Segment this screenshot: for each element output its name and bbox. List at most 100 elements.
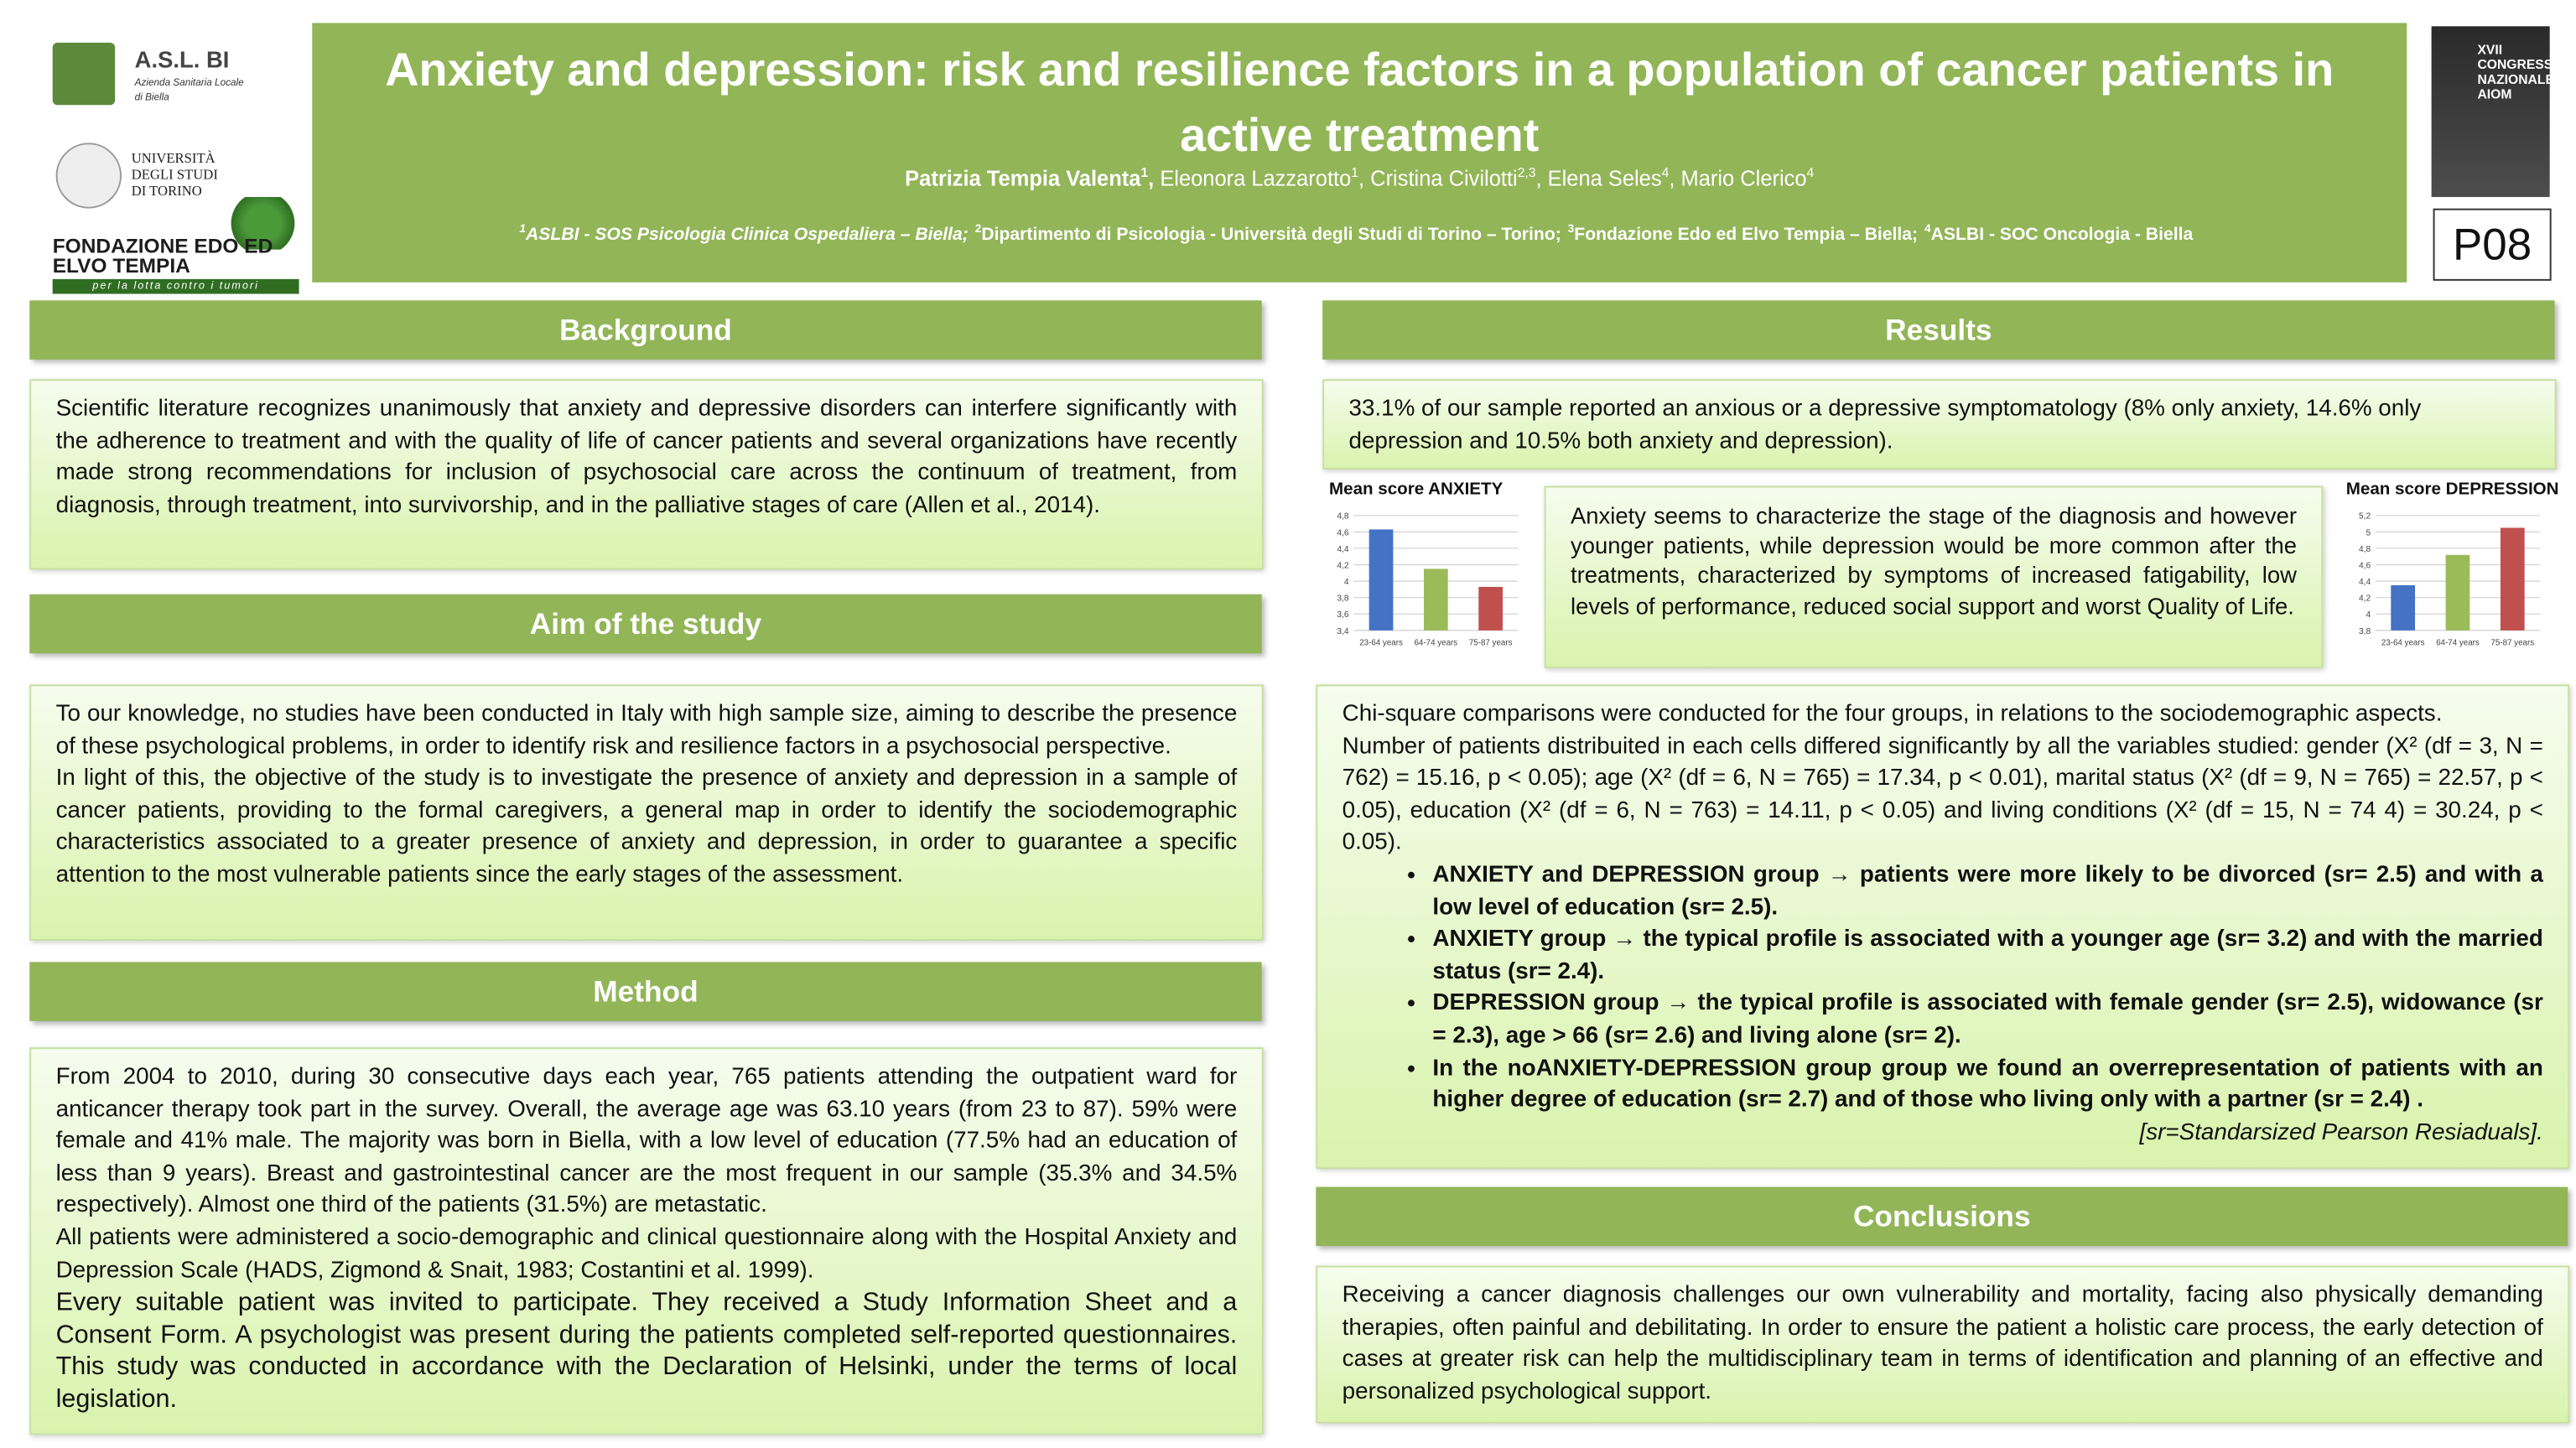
y-tick-label: 4,8 — [2359, 545, 2371, 554]
asl-name: A.S.L. BI — [134, 45, 230, 73]
y-tick-label: 4,6 — [1337, 528, 1348, 537]
bullet: In the noANXIETY-DEPRESSION group group … — [1432, 1053, 2542, 1118]
paragraph: Scientific literature recognizes unanimo… — [55, 395, 1238, 519]
y-tick-label: 3,6 — [1337, 610, 1348, 620]
asl-sub: di Biella — [134, 93, 169, 104]
author-name: Elena Seles — [1547, 166, 1662, 191]
university-seal — [55, 143, 122, 209]
results-summary-box: 33.1% of our sample reported an anxious … — [1322, 379, 2557, 470]
author-affiliation: 1 — [1351, 165, 1359, 181]
y-tick-label: 5 — [2366, 528, 2371, 537]
y-tick-label: 4 — [2366, 610, 2371, 620]
chart-title: Mean score DEPRESSION — [2345, 479, 2559, 500]
paragraph: 33.1% of our sample reported an anxious … — [1348, 395, 2422, 454]
y-tick-label: 4,4 — [1337, 545, 1348, 554]
affiliation: 3Fondazione Edo ed Elvo Tempia – Biella; — [1567, 223, 1919, 245]
affiliation-number: 2 — [974, 223, 982, 236]
background-box: Scientific literature recognizes unanimo… — [29, 379, 1264, 570]
y-tick-label: 4,2 — [1337, 561, 1348, 570]
paragraph: Receiving a cancer diagnosis challenges … — [1342, 1282, 2543, 1405]
paragraph: Chi-square comparisons were conducted fo… — [1342, 701, 2443, 728]
affiliation-text: Dipartimento di Psicologia - Università … — [981, 225, 1561, 245]
bullet: ANXIETY group → the typical profile is a… — [1432, 925, 2542, 989]
author: Cristina Civilotti2,3, — [1370, 165, 1548, 191]
author-affiliation: 1 — [1140, 165, 1149, 181]
author-affiliation: 4 — [1806, 165, 1815, 181]
paragraph: Anxiety seems to characterize the stage … — [1570, 502, 2297, 619]
bullet-list: ANXIETY and DEPRESSION group → patients … — [1343, 860, 2542, 1118]
bar — [1368, 529, 1394, 631]
paragraph: From 2004 to 2010, during 30 consecutive… — [55, 1063, 1238, 1219]
y-tick-label: 3,8 — [1337, 594, 1348, 604]
author: Mario Clerico4 — [1680, 165, 1815, 191]
section-heading: Conclusions — [1316, 1186, 2568, 1247]
note: [sr=Standarsized Pearson Resiaduals]. — [2139, 1118, 2543, 1146]
affiliation-text: ASLBI - SOC Oncologia - Biella — [1930, 225, 2194, 245]
asl-sub: Azienda Sanitaria Locale — [134, 78, 244, 89]
author: Elena Seles4, — [1547, 165, 1681, 191]
y-tick-label: 4,6 — [2359, 561, 2371, 570]
conclusions-box: Receiving a cancer diagnosis challenges … — [1316, 1265, 2570, 1424]
author: Eleonora Lazzarotto1, — [1160, 165, 1371, 191]
x-tick-label: 75-87 years — [1469, 638, 1513, 647]
bar — [2391, 585, 2416, 631]
bar — [1423, 568, 1448, 631]
section-heading: Results — [1322, 300, 2555, 360]
bar — [2445, 554, 2470, 631]
author-name: Eleonora Lazzarotto — [1160, 166, 1352, 191]
foundation-name: FONDAZIONE EDO ED ELVO TEMPIA — [52, 234, 273, 278]
paragraph: Every suitable patient was invited to pa… — [55, 1289, 1238, 1414]
y-tick-label: 5,2 — [2359, 512, 2371, 522]
author-affiliation: 4 — [1661, 165, 1670, 181]
bar — [1478, 586, 1504, 631]
author-affiliation: 2,3 — [1517, 165, 1536, 181]
method-box: From 2004 to 2010, during 30 consecutive… — [29, 1047, 1264, 1435]
affiliation-number: 3 — [1567, 223, 1575, 236]
foundation-motto: per la lotta contro i tumori — [52, 278, 299, 294]
header: Anxiety and depression: risk and resilie… — [312, 23, 2407, 283]
author-name: Cristina Civilotti — [1370, 166, 1518, 191]
chart: 3,4 3,6 3,8 4 4,2 4,4 4,6 4,8 23-64 years 64-74 y… — [1337, 512, 1519, 647]
affiliation: 1ASLBI - SOS Psicologia Clinica Ospedali… — [519, 223, 969, 245]
bar — [2500, 527, 2525, 631]
x-tick-label: 64-74 years — [1415, 638, 1458, 647]
paragraph: All patients were administered a socio-d… — [55, 1224, 1238, 1284]
chart-title: Mean score ANXIETY — [1328, 479, 1504, 500]
y-tick-label: 4,8 — [1337, 512, 1348, 522]
y-tick-label: 4,4 — [2359, 578, 2371, 587]
university-name: UNIVERSITÀ DEGLI STUDI DI TORINO — [131, 149, 218, 199]
affiliation: 2Dipartimento di Psicologia - Università… — [974, 223, 1561, 245]
affiliation-text: Fondazione Edo ed Elvo Tempia – Biella; — [1574, 225, 1919, 245]
x-tick-label: 75-87 years — [2490, 638, 2534, 647]
authors: Patrizia Tempia Valenta1, Eleonora Lazza… — [312, 166, 2407, 191]
section-heading: Aim of the study — [29, 594, 1262, 654]
section-heading: Background — [29, 300, 1262, 360]
affiliation-number: 4 — [1924, 223, 1931, 236]
asl-logo-icon — [52, 42, 116, 106]
bullet: DEPRESSION group → the typical profile i… — [1432, 989, 2542, 1053]
paragraph: In light of this, the objective of the s… — [55, 765, 1238, 889]
y-tick-label: 3,8 — [2359, 627, 2371, 636]
author: Patrizia Tempia Valenta1, — [905, 165, 1161, 191]
results-note-box: Anxiety seems to characterize the stage … — [1544, 485, 2324, 668]
affiliations: 1ASLBI - SOS Psicologia Clinica Ospedali… — [312, 224, 2407, 245]
section-heading: Method — [29, 962, 1262, 1021]
y-tick-label: 4,2 — [2359, 594, 2371, 604]
paragraph: Number of patients distribuited in each … — [1342, 733, 2543, 856]
author-name: Patrizia Tempia Valenta — [905, 166, 1141, 191]
congress-image: XVII CONGRESSO NAZIONALE AIOM — [2431, 26, 2563, 197]
analysis-box: Chi-square comparisons were conducted fo… — [1316, 684, 2570, 1170]
affiliation-number: 1 — [519, 223, 527, 236]
x-tick-label: 23-64 years — [2381, 638, 2425, 647]
affiliation: 4ASLBI - SOC Oncologia - Biella — [1924, 223, 2194, 245]
poster-id: P08 — [2433, 208, 2552, 281]
x-tick-label: 23-64 years — [1359, 638, 1403, 647]
paragraph: To our knowledge, no studies have been c… — [55, 701, 1238, 760]
affiliation-text: ASLBI - SOS Psicologia Clinica Ospedalie… — [526, 225, 969, 245]
aim-box: To our knowledge, no studies have been c… — [29, 684, 1264, 941]
y-tick-label: 4 — [1344, 578, 1349, 587]
foundation-tree — [226, 196, 299, 250]
author-name: Mario Clerico — [1680, 166, 1807, 191]
